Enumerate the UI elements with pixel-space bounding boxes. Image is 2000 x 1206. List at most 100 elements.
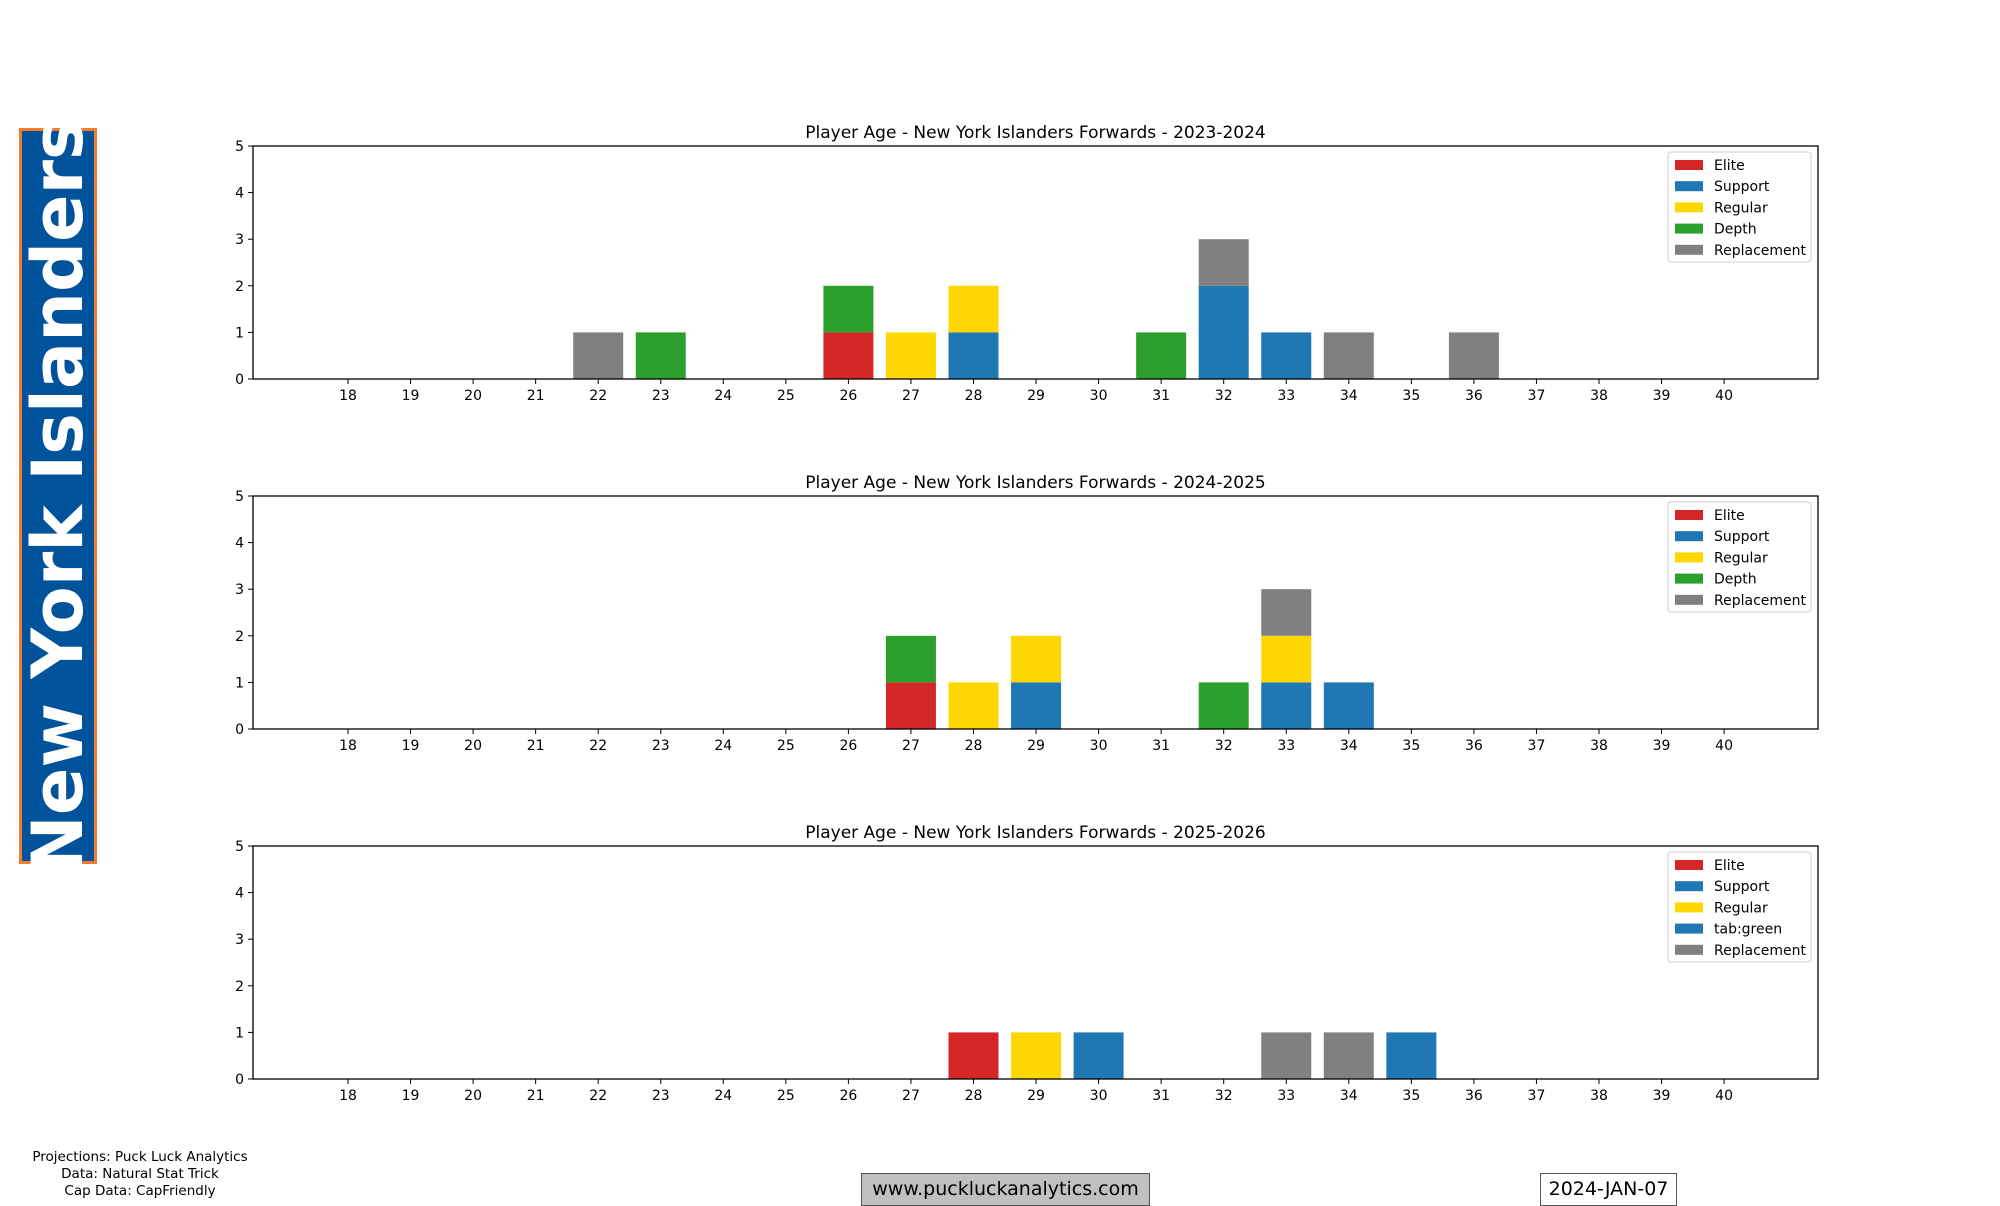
y-tick-label: 0 — [235, 1072, 244, 1088]
x-tick-label: 21 — [527, 1088, 545, 1104]
chart-title: Player Age - New York Islanders Forwards… — [805, 823, 1266, 843]
y-tick-label: 2 — [235, 279, 244, 295]
x-tick-label: 38 — [1590, 738, 1608, 754]
plot-frame — [252, 495, 1819, 730]
x-tick-label: 27 — [902, 388, 920, 404]
x-tick-label: 22 — [589, 738, 607, 754]
legend-swatch — [1675, 552, 1703, 563]
x-tick-label: 40 — [1715, 738, 1733, 754]
x-tick-label: 29 — [1027, 738, 1045, 754]
x-tick-label: 23 — [652, 388, 670, 404]
x-tick-label: 20 — [464, 388, 482, 404]
y-tick-label: 4 — [235, 186, 244, 202]
x-tick-label: 29 — [1027, 1088, 1045, 1104]
bar-elite-age-26 — [823, 332, 874, 379]
chart-title: Player Age - New York Islanders Forwards… — [805, 473, 1266, 493]
x-tick-label: 19 — [402, 1088, 420, 1104]
x-tick-label: 36 — [1465, 1088, 1483, 1104]
x-tick-label: 21 — [527, 388, 545, 404]
x-tick-label: 32 — [1215, 738, 1233, 754]
age-chart-2025-2026: Player Age - New York Islanders Forwards… — [235, 823, 1819, 1104]
bar-depth-age-31 — [1136, 332, 1187, 379]
x-tick-label: 35 — [1402, 1088, 1420, 1104]
bar-support-age-33 — [1261, 332, 1312, 379]
y-tick-label: 2 — [235, 629, 244, 645]
y-tick-label: 5 — [235, 139, 244, 155]
bar-regular-age-27 — [885, 332, 936, 379]
y-tick-label: 1 — [235, 675, 244, 691]
x-tick-label: 34 — [1340, 738, 1358, 754]
x-tick-label: 37 — [1528, 388, 1546, 404]
bar-depth-age-23 — [635, 332, 686, 379]
legend-swatch — [1675, 902, 1703, 913]
legend-label: Elite — [1714, 508, 1745, 524]
legend-label: Replacement — [1714, 593, 1807, 609]
x-tick-label: 37 — [1528, 1088, 1546, 1104]
x-tick-label: 35 — [1402, 388, 1420, 404]
legend-swatch — [1675, 573, 1703, 584]
bar-support-age-33 — [1261, 682, 1312, 729]
bar-depth-age-32 — [1198, 682, 1249, 729]
bar-support-age-35 — [1386, 1032, 1437, 1079]
x-tick-label: 39 — [1653, 388, 1671, 404]
x-tick-label: 29 — [1027, 388, 1045, 404]
bar-depth-age-27 — [885, 635, 936, 683]
x-tick-label: 30 — [1090, 738, 1108, 754]
legend-label: Support — [1714, 179, 1770, 195]
legend-swatch — [1675, 531, 1703, 542]
credit-projections: Projections: Puck Luck Analytics — [32, 1149, 248, 1165]
x-tick-label: 36 — [1465, 388, 1483, 404]
x-tick-label: 25 — [777, 738, 795, 754]
x-tick-label: 31 — [1152, 738, 1170, 754]
x-tick-label: 25 — [777, 1088, 795, 1104]
legend-label: tab:green — [1714, 922, 1782, 938]
legend-swatch — [1675, 923, 1703, 934]
x-tick-label: 37 — [1528, 738, 1546, 754]
x-tick-label: 24 — [714, 738, 732, 754]
bar-elite-age-27 — [885, 682, 936, 729]
bar-support-age-32 — [1198, 285, 1249, 379]
x-tick-label: 22 — [589, 1088, 607, 1104]
legend-label: Support — [1714, 879, 1770, 895]
legend-swatch — [1675, 160, 1703, 170]
x-tick-label: 39 — [1653, 1088, 1671, 1104]
x-tick-label: 23 — [652, 738, 670, 754]
legend-label: Regular — [1714, 550, 1768, 566]
x-tick-label: 19 — [402, 388, 420, 404]
chart-legend: Elite Support Regular Depth Replacement — [1667, 501, 1812, 613]
x-tick-label: 32 — [1215, 388, 1233, 404]
bar-replacement-age-34 — [1323, 1032, 1374, 1079]
y-tick-label: 4 — [235, 536, 244, 552]
legend-label: Support — [1714, 529, 1770, 545]
bar-depth-age-26 — [823, 285, 874, 333]
x-tick-label: 26 — [839, 388, 857, 404]
legend-swatch — [1675, 223, 1703, 234]
x-tick-label: 30 — [1090, 1088, 1108, 1104]
y-tick-label: 3 — [235, 582, 244, 598]
legend-label: Replacement — [1714, 943, 1807, 959]
x-tick-label: 33 — [1277, 738, 1295, 754]
bar-replacement-age-33 — [1261, 1032, 1312, 1079]
x-tick-label: 18 — [339, 738, 357, 754]
y-tick-label: 5 — [235, 839, 244, 855]
x-tick-label: 18 — [339, 388, 357, 404]
chart-legend: Elite Support Regular tab:green Replacement — [1667, 851, 1812, 963]
y-tick-label: 2 — [235, 979, 244, 995]
x-tick-label: 30 — [1090, 388, 1108, 404]
legend-label: Regular — [1714, 900, 1768, 916]
x-tick-label: 22 — [589, 388, 607, 404]
y-tick-label: 3 — [235, 932, 244, 948]
x-tick-label: 25 — [777, 388, 795, 404]
x-tick-label: 20 — [464, 738, 482, 754]
legend-label: Elite — [1714, 158, 1745, 174]
chart-legend: Elite Support Regular Depth Replacement — [1667, 151, 1812, 263]
plot-frame — [252, 145, 1819, 380]
bar-regular-age-28 — [948, 285, 999, 333]
age-chart-2023-2024: Player Age - New York Islanders Forwards… — [235, 123, 1819, 404]
age-chart-2024-2025: Player Age - New York Islanders Forwards… — [235, 473, 1819, 754]
legend-swatch — [1675, 860, 1703, 870]
bar-replacement-age-33 — [1261, 589, 1312, 636]
x-tick-label: 36 — [1465, 738, 1483, 754]
x-tick-label: 31 — [1152, 1088, 1170, 1104]
legend-swatch — [1675, 244, 1703, 255]
